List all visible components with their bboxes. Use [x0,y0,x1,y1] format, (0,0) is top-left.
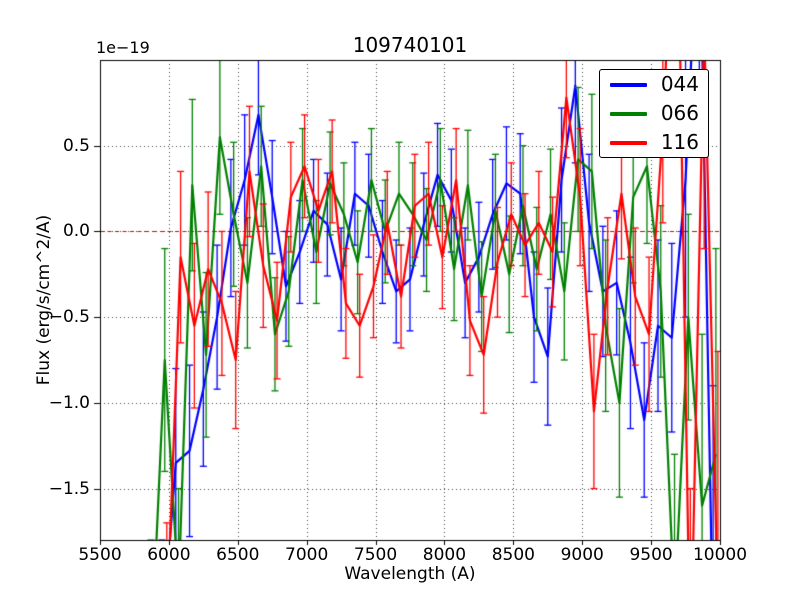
x-tick-label: 5500 [78,545,122,565]
y-axis-offset-label: 1e−19 [96,38,150,57]
legend-entry: 066 [600,103,708,124]
legend-entry: 116 [600,132,708,153]
y-tick-label: 0.5 [62,135,90,156]
legend-entry: 044 [600,74,708,95]
x-tick-label: 8000 [422,545,467,565]
y-tick-label: −0.5 [48,307,90,328]
x-tick-label: 10000 [692,545,748,565]
x-axis-label: Wavelength (A) [344,564,476,584]
legend: 044 066 116 [599,69,709,158]
x-tick-label: 9000 [560,545,604,565]
x-tick-label: 8500 [491,545,535,565]
x-tick-label: 7000 [285,545,329,565]
legend-label: 044 [660,72,699,96]
chart-title: 109740101 [352,33,468,57]
x-tick-label: 6500 [216,545,260,565]
x-tick-label: 7500 [353,545,398,565]
legend-line-sample-116 [610,140,647,145]
x-tick-label: 6000 [147,545,191,565]
legend-label: 066 [660,101,699,125]
y-tick-label: −1.5 [48,478,90,499]
x-tick-label: 9500 [629,545,673,565]
y-tick-label: −1.0 [48,392,90,413]
y-tick-label: 0.0 [62,221,90,242]
legend-line-sample-066 [610,111,647,116]
legend-line-sample-044 [610,82,647,87]
legend-label: 116 [660,130,699,154]
